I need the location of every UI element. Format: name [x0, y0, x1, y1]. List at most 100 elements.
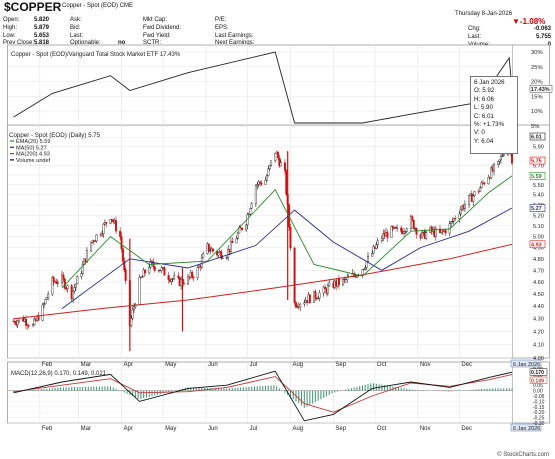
candle-body: [171, 278, 174, 280]
candle-body: [498, 159, 501, 162]
candle-body: [386, 232, 389, 238]
candle-body: [33, 318, 36, 325]
candle-body: [404, 231, 407, 233]
candle-body: [480, 182, 483, 188]
price-flag: 5.59: [531, 174, 542, 180]
candle-body: [254, 185, 257, 204]
candle-body: [372, 246, 375, 254]
candle-body: [425, 232, 428, 239]
ma200-line: [13, 243, 513, 320]
month-label: Dec: [461, 362, 472, 368]
candle-body: [41, 304, 44, 321]
candle-body: [318, 292, 321, 299]
candle-body: [123, 261, 126, 271]
macd-tick-label: -0.15: [533, 405, 545, 411]
candle-body: [458, 213, 461, 219]
candle-body: [444, 229, 447, 234]
candle-body: [459, 209, 462, 215]
month-label: May: [165, 426, 176, 432]
price-tick-label: 5.40: [533, 193, 544, 199]
candle-body: [94, 240, 97, 242]
month-label: Jun: [208, 362, 218, 368]
candle-body: [144, 269, 147, 274]
macd-flag: 0.149: [531, 379, 544, 385]
candle-body: [202, 253, 205, 259]
price-flag-box: [529, 156, 546, 165]
candle-body: [95, 234, 98, 242]
stat-label: Fwd Dividend:: [143, 24, 182, 31]
stat-label: Volume:: [468, 41, 490, 48]
candle-body: [361, 269, 364, 275]
price-tick-label: 5.00: [533, 235, 544, 241]
macd-tick-label: -0.20: [533, 410, 545, 416]
candle-body: [367, 255, 370, 262]
tooltip-row: Y: 6.04: [474, 137, 494, 145]
candle-body: [51, 277, 54, 295]
month-label: Dec: [461, 426, 472, 432]
price-legend-item: MA(200) 4.93: [16, 152, 50, 158]
month-label: Feb: [42, 426, 53, 432]
price-flag: 6.01: [531, 135, 542, 141]
candle-body: [27, 325, 30, 327]
candle-body: [322, 286, 325, 294]
price-tick-label: 5.90: [533, 145, 544, 151]
candle-body: [365, 261, 368, 268]
month-label: May: [165, 362, 176, 368]
candle-body: [209, 250, 212, 252]
stat-label: Optionable:: [70, 40, 101, 47]
candle-body: [409, 216, 412, 230]
month-label: Jun: [208, 426, 218, 432]
macd-flag-box: [529, 376, 548, 384]
candle-body: [277, 152, 280, 159]
price-tick-label: 5.20: [533, 213, 544, 219]
macd-tick-label: -0.25: [533, 416, 545, 422]
candle-body: [207, 243, 210, 252]
stat-label: Prev Close:: [3, 40, 35, 47]
candle-body: [25, 318, 28, 326]
candle-body: [337, 278, 340, 285]
candle-body: [430, 226, 433, 232]
price-tick-label: 4.50: [533, 292, 544, 298]
candle-body: [264, 180, 267, 185]
candle-body: [119, 230, 122, 237]
price-tick-label: 4.40: [533, 304, 544, 310]
candle-body: [412, 220, 415, 229]
month-label: Oct: [377, 426, 387, 432]
price-tick-label: 4.10: [533, 343, 544, 349]
candle-body: [285, 170, 288, 195]
candle-body: [289, 227, 292, 249]
price-tick-label: 4.60: [533, 280, 544, 286]
candle-body: [250, 203, 253, 209]
candle-body: [490, 167, 493, 179]
ratio-tick-label: 5%: [531, 124, 539, 130]
tooltip-date: 6 Jan 2026: [474, 79, 505, 86]
candle-body: [173, 275, 176, 279]
candle-body: [153, 266, 156, 271]
candle-body: [55, 281, 58, 284]
candle-body: [229, 240, 232, 252]
month-label: Nov: [420, 426, 431, 432]
candle-body: [434, 228, 437, 237]
candle-body: [220, 251, 223, 259]
ratio-tick-label: 30%: [531, 50, 543, 56]
candle-body: [200, 257, 203, 268]
stat-value: 5.755: [535, 33, 551, 40]
month-label: Sep: [335, 362, 346, 368]
macd-tick-label: -0.30: [533, 421, 545, 427]
candle-body: [225, 257, 228, 259]
candle-body: [249, 208, 252, 215]
candle-body: [371, 252, 374, 257]
candle-body: [66, 285, 69, 289]
candle-body: [138, 276, 141, 305]
month-label: Mar: [81, 362, 91, 368]
tooltip-row: C: 6.01: [474, 112, 494, 120]
price-legend-item: MA(50) 5.27: [16, 145, 47, 151]
candle-body: [177, 275, 180, 278]
price-flag: 4.93: [531, 242, 542, 248]
candle-body: [268, 164, 271, 169]
candle-body: [211, 248, 214, 252]
candle-body: [130, 317, 133, 326]
price-flag-box: [529, 172, 546, 180]
candle-body: [191, 272, 194, 278]
candle-body: [376, 240, 379, 245]
